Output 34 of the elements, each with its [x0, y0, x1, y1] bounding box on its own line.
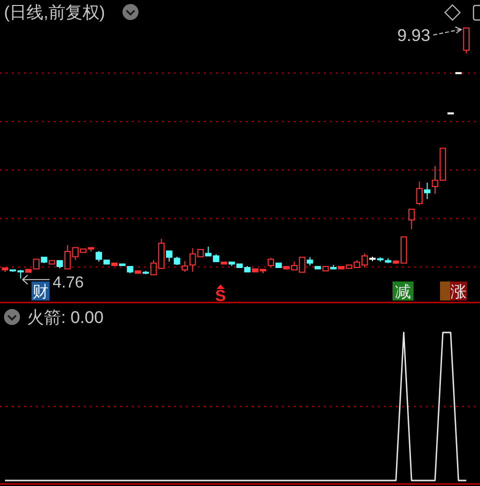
chart-title: (日线,前复权): [4, 3, 106, 22]
candlestick: [119, 264, 126, 266]
candlestick: [96, 250, 102, 262]
candlestick: [463, 28, 470, 54]
candlestick: [369, 256, 376, 262]
candlestick: [48, 260, 56, 265]
candlestick: [268, 257, 274, 268]
text: S: [215, 288, 226, 305]
candlestick: [2, 267, 8, 272]
text: 涨: [450, 283, 466, 301]
candlestick: [424, 182, 430, 200]
text: 财: [32, 283, 48, 301]
candlestick: [182, 260, 188, 272]
candlestick: [40, 256, 48, 264]
candlestick: [103, 260, 110, 265]
candlestick: [111, 262, 118, 266]
candlestick: [330, 264, 337, 270]
candlestick: [377, 256, 384, 262]
candlestick: [134, 270, 142, 274]
candlestick: [56, 260, 63, 269]
annotation: 9.93: [397, 26, 430, 45]
candlestick: [408, 208, 415, 230]
candlestick: [314, 266, 321, 270]
candlestick: [220, 262, 228, 265]
chart-title: 火箭: 0.00: [27, 308, 104, 327]
candlestick: [416, 181, 423, 206]
candlestick: [126, 266, 134, 274]
candlestick: [275, 262, 282, 268]
candlestick: [306, 256, 314, 266]
candlestick: [384, 258, 392, 264]
annotation: 4.76: [52, 274, 84, 292]
candlestick: [142, 270, 149, 275]
text: 减: [395, 283, 411, 301]
candlestick: [322, 266, 329, 272]
